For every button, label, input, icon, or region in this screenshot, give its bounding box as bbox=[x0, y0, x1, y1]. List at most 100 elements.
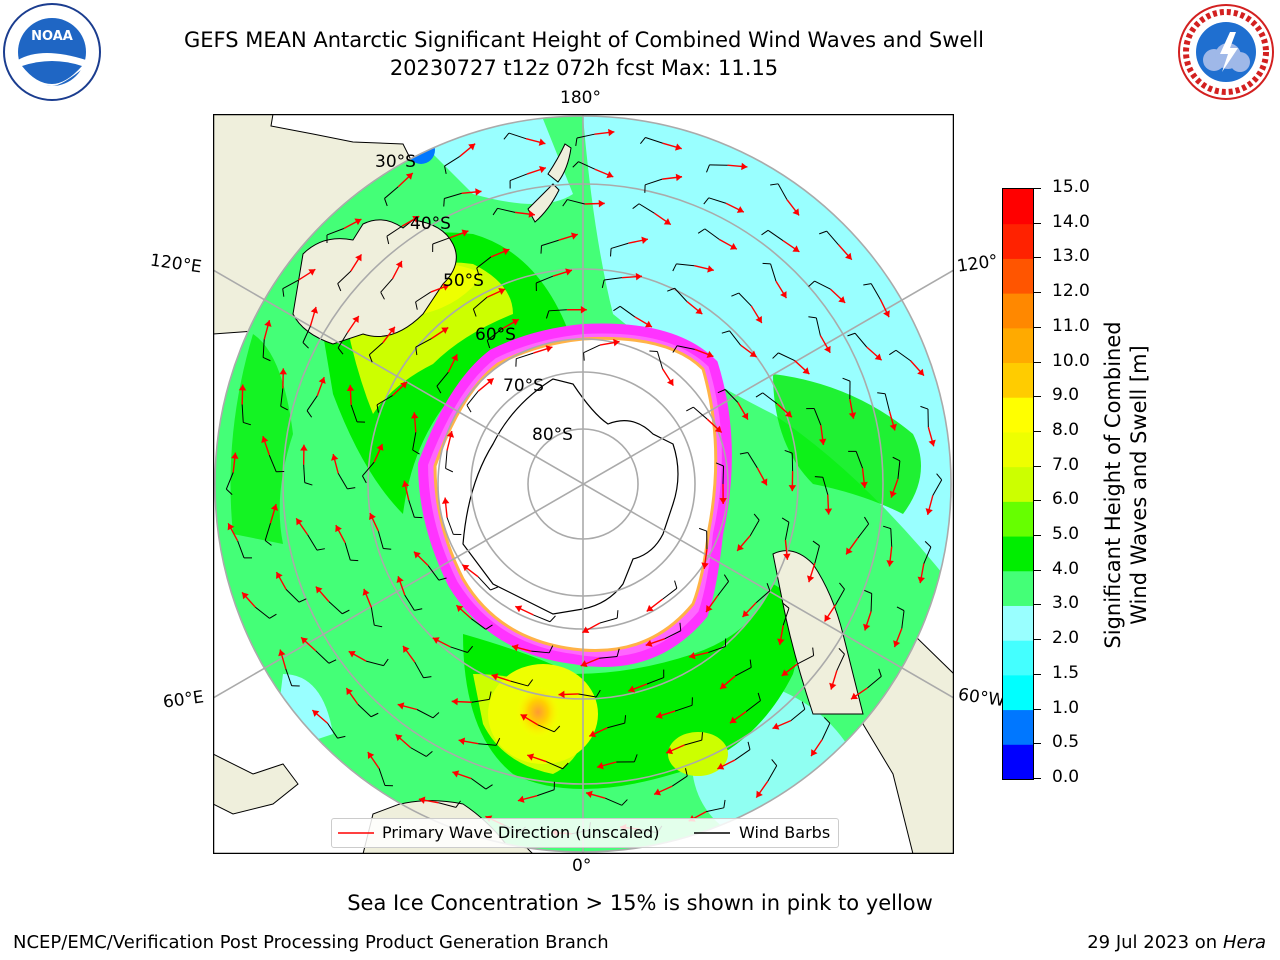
wave-arrow bbox=[231, 452, 239, 473]
colorbar-tick-mark bbox=[1034, 396, 1041, 398]
wave-arrow bbox=[824, 604, 837, 622]
lat-label-30s: 30°S bbox=[375, 152, 416, 172]
wind-barb bbox=[734, 741, 751, 761]
wave-arrow bbox=[525, 137, 546, 146]
wind-barb bbox=[649, 350, 664, 369]
wave-arrow bbox=[461, 564, 479, 578]
colorbar-svg bbox=[1003, 189, 1033, 780]
colorbar-tick-mark bbox=[1034, 535, 1041, 537]
wave-arrow bbox=[227, 523, 239, 542]
wind-barb bbox=[410, 747, 433, 757]
wave-arrow bbox=[335, 524, 346, 544]
colorbar bbox=[1002, 188, 1034, 780]
wave-arrow bbox=[309, 306, 318, 327]
colorbar-swatch bbox=[1003, 466, 1033, 502]
wind-barb bbox=[835, 582, 845, 606]
colorbar-swatch bbox=[1003, 674, 1033, 711]
wind-barb bbox=[476, 256, 492, 276]
wave-arrow bbox=[661, 368, 674, 386]
wind-barb bbox=[667, 287, 688, 302]
wind-barb bbox=[932, 473, 943, 496]
colorbar-tick-mark bbox=[1034, 604, 1041, 606]
wave-arrow bbox=[782, 239, 800, 253]
wave-arrow bbox=[781, 663, 799, 677]
wind-barb bbox=[380, 278, 393, 300]
legend-wave-direction: Primary Wave Direction (unscaled) bbox=[382, 823, 660, 842]
wave-arrow bbox=[810, 739, 823, 757]
wind-barb bbox=[572, 161, 596, 170]
colorbar-tick-mark bbox=[1034, 257, 1041, 259]
wave-arrow bbox=[740, 344, 757, 358]
wind-barb bbox=[415, 291, 431, 310]
wave-arrow bbox=[829, 670, 838, 690]
wave-arrow bbox=[401, 215, 420, 227]
wave-arrow bbox=[845, 537, 859, 555]
wind-barb bbox=[444, 155, 461, 175]
wave-arrow bbox=[727, 162, 748, 171]
wave-arrow bbox=[315, 586, 330, 603]
wave-arrow bbox=[477, 377, 495, 392]
wind-barb bbox=[315, 650, 337, 664]
wave-arrow bbox=[350, 253, 363, 272]
wind-barb bbox=[599, 648, 620, 659]
wind-barb bbox=[745, 692, 761, 712]
colorbar-swatch bbox=[1003, 640, 1033, 676]
wave-arrow bbox=[418, 796, 439, 804]
colorbar-tick-mark bbox=[1034, 500, 1041, 502]
wind-barb bbox=[708, 638, 727, 653]
wind-barb bbox=[414, 661, 432, 679]
wind-barb bbox=[237, 540, 252, 559]
lon-label-180: 180° bbox=[560, 88, 601, 108]
wind-barb bbox=[344, 542, 359, 562]
wind-barb bbox=[819, 230, 839, 246]
colorbar-tick-mark bbox=[1034, 569, 1041, 571]
wind-barb bbox=[562, 199, 585, 207]
wind-barb bbox=[384, 186, 399, 207]
wind-barb bbox=[672, 345, 695, 353]
wind-barb bbox=[337, 270, 352, 292]
wind-barb bbox=[264, 523, 272, 546]
wave-arrow bbox=[665, 744, 685, 755]
colorbar-tick-label: 11.0 bbox=[1052, 315, 1090, 336]
wave-arrow bbox=[295, 517, 309, 536]
wave-arrow bbox=[860, 468, 868, 489]
wind-barb bbox=[404, 594, 423, 611]
lat-label-40s: 40°S bbox=[410, 214, 451, 234]
wind-barb bbox=[847, 332, 868, 348]
wind-barb bbox=[492, 207, 516, 216]
wind-barb bbox=[486, 328, 502, 349]
wave-arrow bbox=[552, 268, 573, 277]
wave-arrow bbox=[558, 690, 579, 699]
wave-arrow bbox=[382, 326, 396, 344]
colorbar-label-line1: Significant Height of Combined bbox=[1101, 321, 1125, 649]
wave-arrow bbox=[331, 453, 339, 474]
wind-barb bbox=[664, 622, 682, 640]
wind-barb bbox=[370, 607, 383, 628]
wind-barb bbox=[378, 768, 393, 787]
lon-label-0: 0° bbox=[572, 856, 592, 876]
wind-barb bbox=[842, 377, 851, 400]
lon-label-60e: 60°E bbox=[161, 687, 206, 713]
wind-barb bbox=[814, 476, 829, 495]
wind-barb bbox=[607, 715, 627, 729]
wind-barb bbox=[337, 473, 356, 490]
wave-arrow bbox=[701, 548, 709, 569]
wind-barb bbox=[836, 648, 845, 671]
wind-barb bbox=[672, 768, 688, 787]
wind-barb bbox=[376, 395, 393, 413]
wind-barb bbox=[706, 799, 726, 813]
wind-barb bbox=[762, 262, 777, 282]
wind-barb bbox=[537, 724, 561, 733]
wind-barb bbox=[432, 237, 450, 253]
colorbar-tick-mark bbox=[1034, 743, 1041, 745]
wind-barb bbox=[767, 759, 778, 782]
wind-barb bbox=[610, 242, 629, 257]
wind-barb bbox=[415, 338, 432, 356]
wind-barb bbox=[443, 192, 462, 207]
wave-arrow bbox=[300, 444, 308, 465]
wave-arrow bbox=[451, 697, 472, 706]
wave-arrow bbox=[850, 687, 868, 700]
wind-barb bbox=[706, 164, 728, 173]
wind-barb bbox=[255, 606, 277, 619]
wind-barb bbox=[896, 606, 905, 629]
